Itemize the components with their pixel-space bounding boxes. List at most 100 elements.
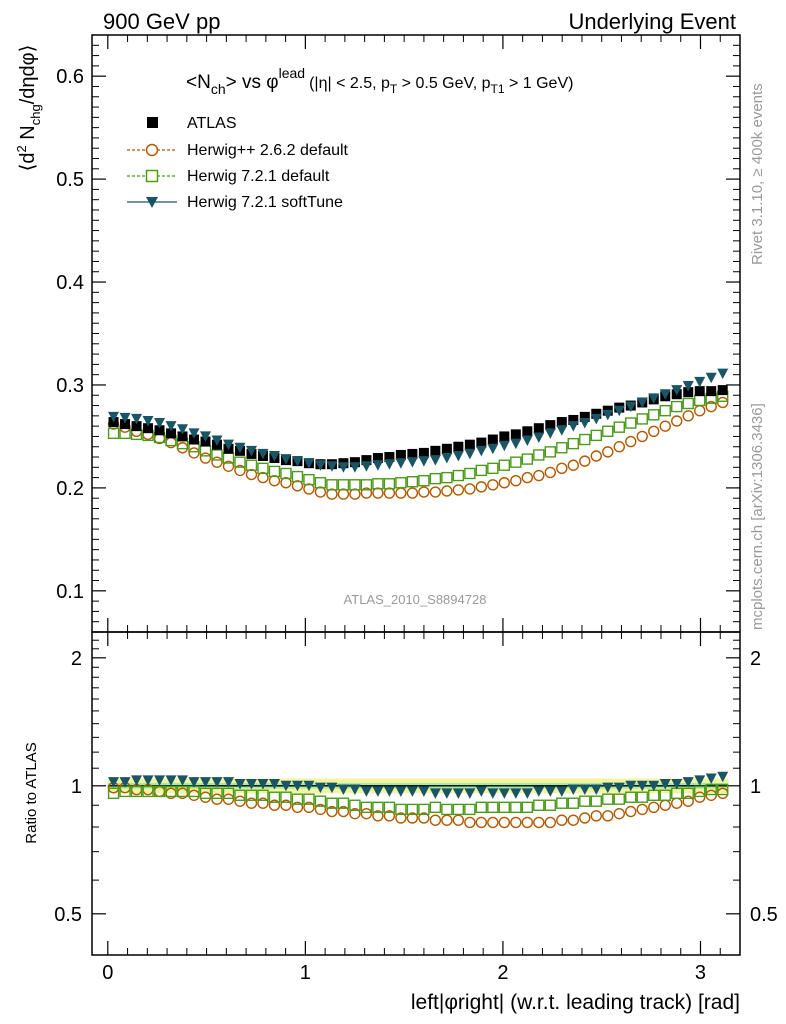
main-point-herwigpp	[292, 481, 302, 491]
main-point-herwig7_default	[603, 426, 613, 436]
rivet-version-label: Rivet 3.1.10, ≥ 400k events	[749, 83, 766, 265]
ratio-point-herwig7_default	[591, 796, 601, 806]
ratio-point-herwig7_default	[545, 800, 555, 810]
main-point-herwig7_softtune	[522, 436, 533, 447]
ratio-point-herwig7_default	[465, 804, 475, 814]
main-point-herwig7_default	[626, 418, 636, 428]
main-point-herwigpp	[568, 460, 578, 470]
ratio-point-herwigpp	[695, 792, 705, 802]
main-point-herwigpp	[718, 397, 728, 407]
main-point-herwigpp	[614, 442, 624, 452]
main-point-herwig7_default	[465, 468, 475, 478]
ratio-point-herwigpp	[557, 815, 567, 825]
main-point-herwig7_default	[511, 457, 521, 467]
main-point-atlas	[499, 431, 509, 441]
ratio-point-herwig7_softtune	[430, 788, 441, 799]
ratio-point-herwigpp	[603, 811, 613, 821]
main-point-herwig7_default	[338, 480, 348, 490]
main-point-herwigpp	[545, 467, 555, 477]
ratio-point-herwigpp	[235, 796, 245, 806]
x-tick-label: 0	[102, 962, 113, 984]
main-point-atlas	[442, 444, 452, 454]
main-point-atlas	[534, 423, 544, 433]
main-point-atlas	[488, 435, 498, 445]
main-point-herwig7_default	[453, 471, 463, 481]
main-point-herwig7_softtune	[487, 444, 498, 455]
main-point-herwig7_default	[649, 410, 659, 420]
main-point-herwigpp	[430, 487, 440, 497]
main-point-herwig7_default	[396, 478, 406, 488]
main-point-herwig7_softtune	[372, 460, 383, 471]
ratio-point-herwigpp	[361, 809, 371, 819]
main-point-herwig7_default	[327, 480, 337, 490]
main-point-herwigpp	[499, 478, 509, 488]
ratio-point-herwigpp	[499, 817, 509, 827]
ratio-point-herwigpp	[637, 804, 647, 814]
ratio-point-herwigpp	[534, 817, 544, 827]
ratio-point-herwigpp	[580, 813, 590, 823]
main-point-herwig7_softtune	[407, 457, 418, 468]
main-point-herwigpp	[649, 426, 659, 436]
ratio-y-tick-label-right: 0.5	[750, 904, 778, 926]
ratio-y-tick-label: 0.5	[54, 904, 82, 926]
main-series-layer	[108, 369, 728, 499]
header-analysis-label: Underlying Event	[568, 9, 736, 34]
main-point-herwig7_default	[292, 472, 302, 482]
ratio-point-herwigpp	[201, 792, 211, 802]
ratio-y-tick-label: 2	[71, 648, 82, 670]
main-point-herwig7_softtune	[441, 453, 452, 464]
legend-label-herwigpp: Herwig++ 2.6.2 default	[187, 142, 349, 159]
main-point-herwig7_default	[258, 463, 268, 473]
main-point-herwigpp	[637, 431, 647, 441]
ratio-point-herwigpp	[660, 800, 670, 810]
main-point-herwig7_default	[637, 414, 647, 424]
ratio-panel: 0.5 0.5 1 1 2 2 0 1 2 3 Ratio to ATLAS left|φrig…	[23, 632, 778, 1014]
main-point-herwig7_softtune	[568, 421, 579, 432]
main-point-herwig7_default	[660, 406, 670, 416]
legend-marker-herwig7-default	[147, 171, 158, 182]
main-point-herwig7_softtune	[464, 449, 475, 460]
main-point-herwig7_default	[557, 443, 567, 453]
main-point-herwigpp	[407, 488, 417, 498]
main-point-herwig7_softtune	[694, 377, 705, 388]
main-point-herwig7_default	[269, 466, 279, 476]
ratio-point-herwigpp	[545, 817, 555, 827]
main-point-herwig7_default	[246, 460, 256, 470]
ratio-point-herwig7_default	[580, 796, 590, 806]
ratio-point-herwigpp	[511, 817, 521, 827]
main-point-herwig7_default	[315, 478, 325, 488]
main-point-herwig7_default	[522, 454, 532, 464]
main-point-herwigpp	[315, 487, 325, 497]
main-point-herwig7_softtune	[430, 455, 441, 466]
ratio-point-herwig7_softtune	[453, 788, 464, 799]
main-point-herwig7_default	[499, 460, 509, 470]
main-point-herwig7_default	[534, 450, 544, 460]
main-point-atlas	[511, 429, 521, 439]
ratio-point-herwig7_default	[522, 802, 532, 812]
main-point-herwig7_softtune	[533, 432, 544, 443]
main-point-herwigpp	[246, 470, 256, 480]
main-point-atlas	[453, 442, 463, 452]
main-point-herwig7_default	[488, 463, 498, 473]
main-point-herwig7_softtune	[453, 451, 464, 462]
main-point-herwig7_default	[614, 422, 624, 432]
main-point-herwig7_softtune	[510, 439, 521, 450]
ratio-point-herwig7_default	[511, 802, 521, 812]
main-point-herwigpp	[442, 486, 452, 496]
legend-marker-atlas	[147, 117, 158, 128]
x-tick-label: 3	[695, 962, 706, 984]
chart-figure: 900 GeV pp Underlying Event 0.10.20.30.4…	[0, 0, 786, 1024]
main-point-atlas	[430, 446, 440, 456]
main-point-herwigpp	[511, 476, 521, 486]
main-point-herwigpp	[269, 476, 279, 486]
main-point-herwigpp	[384, 488, 394, 498]
main-point-herwig7_default	[419, 476, 429, 486]
main-point-herwigpp	[281, 478, 291, 488]
main-point-herwigpp	[212, 457, 222, 467]
main-panel: 0.10.20.30.40.50.6 ATLAS_2010_S8894728 <…	[14, 35, 740, 632]
main-point-herwigpp	[453, 485, 463, 495]
x-tick-label: 1	[300, 962, 311, 984]
ratio-y-axis-label: Ratio to ATLAS	[23, 742, 40, 843]
plot-title: <Nch> vs φlead(|η| < 2.5, pT > 0.5 GeV, …	[186, 65, 573, 97]
main-point-herwig7_softtune	[418, 456, 429, 467]
